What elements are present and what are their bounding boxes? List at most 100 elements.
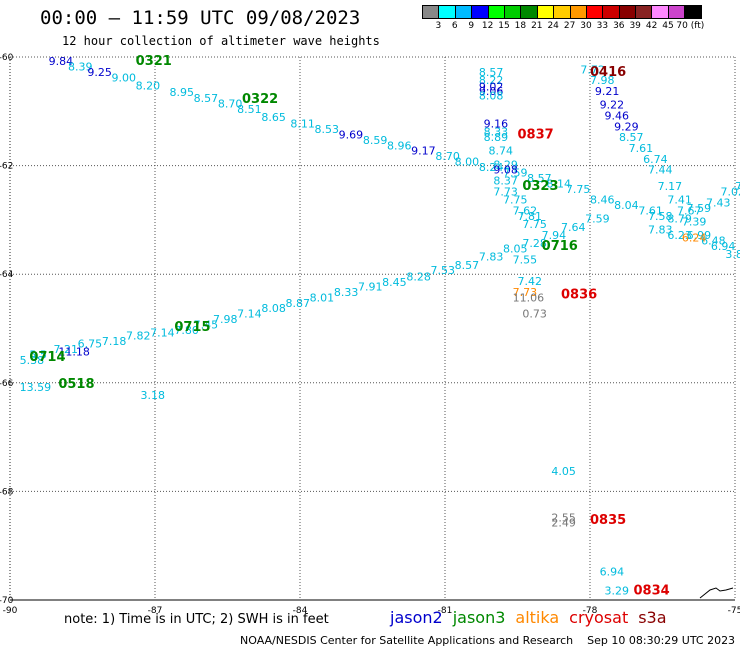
pass-time-label: 0416 xyxy=(590,65,626,80)
swh-label: 8.08 xyxy=(479,89,504,102)
swh-label: 9.21 xyxy=(595,85,620,98)
pass-time-label: 0714 xyxy=(29,350,65,365)
swh-label: 8.00 xyxy=(455,156,480,169)
swh-label: 8.46 xyxy=(590,194,615,207)
footer: NOAA/NESDIS Center for Satellite Applica… xyxy=(240,634,735,647)
swh-label: 8.87 xyxy=(286,297,311,310)
swh-label: 7.61 xyxy=(638,204,663,217)
lat-tick-label: -62 xyxy=(0,162,13,172)
swh-label: 3.18 xyxy=(141,389,166,402)
swh-label: 8.57 xyxy=(194,92,219,105)
swh-label: 7.45 xyxy=(194,319,219,332)
colorbar-label: 30 xyxy=(580,21,592,31)
footer-timestamp: Sep 10 08:30:29 UTC 2023 xyxy=(587,634,736,647)
lat-tick-label: -70 xyxy=(0,596,14,606)
coastline xyxy=(699,587,734,599)
swh-label: 8.79 xyxy=(667,213,692,226)
swh-label: 7.14 xyxy=(237,308,262,321)
swh-label: 7.83 xyxy=(479,251,504,264)
swh-label: 11.18 xyxy=(58,346,89,359)
swh-label: 9.46 xyxy=(605,109,630,122)
swh-label: 6.23 xyxy=(667,229,692,242)
pass-time-label: 0716 xyxy=(542,239,578,254)
satellite-legend-jason3: jason3 xyxy=(452,608,506,627)
pass-time-label: 0835 xyxy=(590,513,626,528)
colorbar-label: 27 xyxy=(563,21,576,31)
swh-label: 11.06 xyxy=(513,291,545,304)
wave-height-labels: 9.848.399.25 9.008.208.95 8.57 8.708.518.65… xyxy=(20,55,740,597)
footer-credit: NOAA/NESDIS Center for Satellite Applica… xyxy=(240,634,574,647)
swh-label: 7.55 xyxy=(513,253,538,266)
pass-time-label: 0518 xyxy=(58,377,94,392)
swh-label: 7.61 xyxy=(629,142,654,155)
swh-label: 9.02 xyxy=(479,81,504,94)
colorbar-label: 3 xyxy=(435,21,442,31)
colorbar-label: 15 xyxy=(498,21,510,31)
colorbar-label: 24 xyxy=(547,21,559,31)
lat-tick-label: -66 xyxy=(0,379,14,389)
satellite-legend-altika: altika xyxy=(515,608,560,627)
colorbar-label: 70 (ft) xyxy=(676,21,705,31)
colorbar-label: 45 xyxy=(662,21,674,31)
swh-label: 8.65 xyxy=(261,111,286,124)
colorbar-label: 6 xyxy=(451,21,458,31)
colorbar-label: 33 xyxy=(596,21,609,31)
swh-label: 9.29 xyxy=(614,120,639,133)
swh-label: 7.98 xyxy=(590,74,615,87)
swh-label: 7.80 xyxy=(174,324,199,337)
colorbar-swatch xyxy=(684,5,702,19)
pass-time-label: 0837 xyxy=(518,127,554,142)
swh-label: 7.58 xyxy=(648,210,673,223)
swh-label: 7.14 xyxy=(150,327,175,340)
swh-label: 9.16 xyxy=(484,118,509,131)
swh-label: 7.75 xyxy=(522,218,547,231)
swh-label: 13.59 xyxy=(20,381,51,394)
swh-label: 7.59 xyxy=(503,166,528,179)
satellite-legend-jason2: jason2 xyxy=(390,608,443,627)
swh-label: 6.94 xyxy=(600,566,625,579)
map-title: 00:00 – 11:59 UTC 09/08/2023 xyxy=(40,7,361,29)
swh-label: 5.5 xyxy=(29,348,47,361)
swh-label: 7.42 xyxy=(518,275,543,288)
swh-label: 9.69 xyxy=(339,128,364,141)
swh-label: 4.05 xyxy=(551,465,576,478)
swh-label: 7.83 xyxy=(648,223,673,236)
map-subtitle: 12 hour collection of altimeter wave hei… xyxy=(62,34,380,48)
swh-label: 7.94 xyxy=(542,229,567,242)
lon-tick-label: -84 xyxy=(293,606,308,616)
swh-label: 7.18 xyxy=(102,335,127,348)
swh-label: 8.01 xyxy=(310,291,335,304)
satellite-legend-s3a: s3a xyxy=(638,608,667,627)
swh-label: 3.83 xyxy=(725,248,740,261)
swh-label: 8.28 xyxy=(406,271,431,284)
swh-label: 2.49 xyxy=(551,517,576,530)
swh-label: 8.04 xyxy=(614,199,639,212)
swh-label: 7.75 xyxy=(566,183,591,196)
lon-tick-label: -78 xyxy=(583,606,598,616)
swh-label: 8.14 xyxy=(547,177,572,190)
swh-label: 8.70 xyxy=(218,97,243,110)
swh-label: 8.57 xyxy=(527,172,552,185)
lon-tick-label: -87 xyxy=(148,606,163,616)
coastline-path xyxy=(699,587,734,599)
swh-label: 8.08 xyxy=(261,302,286,315)
swh-label: 7.28 xyxy=(522,237,547,250)
swh-label: 9.08 xyxy=(493,164,518,177)
swh-label: 8.20 xyxy=(136,80,161,93)
pass-time-label: 0321 xyxy=(136,54,172,69)
swh-label: 8.37 xyxy=(493,175,518,188)
swh-label: 7.81 xyxy=(518,210,543,223)
swh-label: 8.39 xyxy=(68,61,93,74)
swh-label: 7.59 xyxy=(585,213,610,226)
swh-label: 8.45 xyxy=(382,276,407,289)
lon-tick-label: -75 xyxy=(728,606,740,616)
swh-label: 8.33 xyxy=(334,286,359,299)
swh-label: 8.57 xyxy=(455,259,480,272)
swh-label: 7.67 xyxy=(677,204,702,217)
swh-label: 9.06 xyxy=(479,85,504,98)
swh-label: 8.22 xyxy=(479,74,504,87)
swh-label: 7.17 xyxy=(658,180,683,193)
swh-label: 7.21 xyxy=(54,343,79,356)
swh-label: 8.24 xyxy=(479,161,504,174)
pass-time-labels: 0321032203230716071507140518041604150837… xyxy=(29,54,740,598)
